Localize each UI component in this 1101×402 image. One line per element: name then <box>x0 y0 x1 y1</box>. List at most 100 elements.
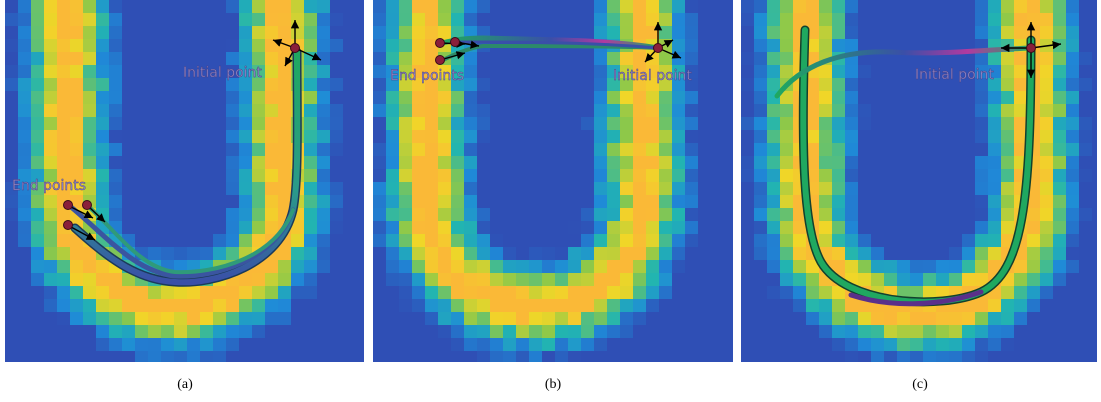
heatmap-cell <box>490 130 504 144</box>
heatmap-cell <box>1092 312 1101 326</box>
heatmap-cell <box>754 195 768 209</box>
heatmap-cell <box>412 26 426 40</box>
heatmap-cell <box>213 52 227 66</box>
heatmap-cell <box>18 130 32 144</box>
heatmap-cell <box>897 0 911 14</box>
heatmap-cell <box>304 247 318 261</box>
heatmap-cell <box>975 52 989 66</box>
heatmap-cell <box>910 26 924 40</box>
heatmap-cell <box>975 117 989 131</box>
heatmap-cell <box>122 13 136 27</box>
heatmap-cell <box>265 0 279 14</box>
heatmap-cell <box>594 182 608 196</box>
heatmap-cell <box>477 221 491 235</box>
heatmap-cell <box>529 208 543 222</box>
heatmap-cell <box>265 104 279 118</box>
heatmap-cell <box>793 13 807 27</box>
heatmap-cell <box>451 299 465 313</box>
heatmap-cell <box>698 234 712 248</box>
heatmap-cell <box>438 130 452 144</box>
heatmap-cell <box>399 39 413 53</box>
heatmap-cell <box>1053 0 1067 14</box>
heatmap-cell <box>148 156 162 170</box>
heatmap-cell <box>373 234 387 248</box>
heatmap-cell <box>490 338 504 352</box>
heatmap-cell <box>386 234 400 248</box>
heatmap-cell <box>57 117 71 131</box>
heatmap-cell <box>291 312 305 326</box>
heatmap-cell <box>265 117 279 131</box>
heatmap-cell <box>1066 195 1080 209</box>
heatmap-cell <box>412 52 426 66</box>
heatmap-cell <box>516 299 530 313</box>
heatmap-cell <box>226 325 240 339</box>
heatmap-cell <box>226 299 240 313</box>
heatmap-cell <box>135 130 149 144</box>
heatmap-cell <box>633 91 647 105</box>
heatmap-cell <box>18 312 32 326</box>
heatmap-cell <box>724 208 738 222</box>
heatmap-cell <box>620 52 634 66</box>
heatmap-cell <box>780 104 794 118</box>
heatmap-cell <box>174 221 188 235</box>
heatmap-cell <box>975 260 989 274</box>
heatmap-cell <box>767 325 781 339</box>
heatmap-cell <box>516 143 530 157</box>
heatmap-cell <box>18 104 32 118</box>
heatmap-cell <box>988 52 1002 66</box>
heatmap-cell <box>412 156 426 170</box>
heatmap-cell <box>18 39 32 53</box>
heatmap-cell <box>135 13 149 27</box>
heatmap-cell <box>659 247 673 261</box>
heatmap-cell <box>529 104 543 118</box>
heatmap-cell <box>317 273 331 287</box>
heatmap-cell <box>57 312 71 326</box>
heatmap-cell <box>711 52 725 66</box>
heatmap-cell <box>594 351 608 365</box>
heatmap-cell <box>412 208 426 222</box>
heatmap-cell <box>975 182 989 196</box>
heatmap-cell <box>819 338 833 352</box>
heatmap-cell <box>304 52 318 66</box>
heatmap-cell <box>698 195 712 209</box>
heatmap-cell <box>542 299 556 313</box>
caption: (c) <box>912 377 928 392</box>
heatmap-cell <box>923 104 937 118</box>
heatmap-cell <box>780 273 794 287</box>
heatmap-cell <box>555 234 569 248</box>
heatmap-cell <box>44 195 58 209</box>
heatmap-cell <box>187 299 201 313</box>
heatmap-cell <box>633 299 647 313</box>
heatmap-cell <box>174 325 188 339</box>
heatmap-cell <box>672 338 686 352</box>
heatmap-cell <box>399 260 413 274</box>
heatmap-cell <box>923 91 937 105</box>
heatmap-cell <box>18 260 32 274</box>
heatmap-cell <box>412 273 426 287</box>
heatmap-cell <box>174 117 188 131</box>
heatmap-cell <box>819 78 833 92</box>
heatmap-cell <box>949 169 963 183</box>
heatmap-cell <box>542 312 556 326</box>
heatmap-cell <box>568 286 582 300</box>
heatmap-cell <box>44 325 58 339</box>
heatmap-cell <box>226 104 240 118</box>
heatmap-cell <box>503 130 517 144</box>
heatmap-cell <box>685 208 699 222</box>
heatmap-cell <box>711 208 725 222</box>
heatmap-cell <box>780 286 794 300</box>
heatmap-cell <box>646 273 660 287</box>
heatmap-cell <box>767 286 781 300</box>
heatmap-cell <box>936 26 950 40</box>
heatmap-cell <box>412 130 426 144</box>
heatmap-cell <box>754 39 768 53</box>
heatmap-cell <box>884 247 898 261</box>
heatmap-cell <box>711 273 725 287</box>
heatmap-cell <box>44 260 58 274</box>
heatmap-cell <box>31 338 45 352</box>
heatmap-cell <box>1066 143 1080 157</box>
heatmap-cell <box>594 221 608 235</box>
heatmap-cell <box>213 325 227 339</box>
heatmap-cell <box>555 247 569 261</box>
heatmap-cell <box>343 65 357 79</box>
